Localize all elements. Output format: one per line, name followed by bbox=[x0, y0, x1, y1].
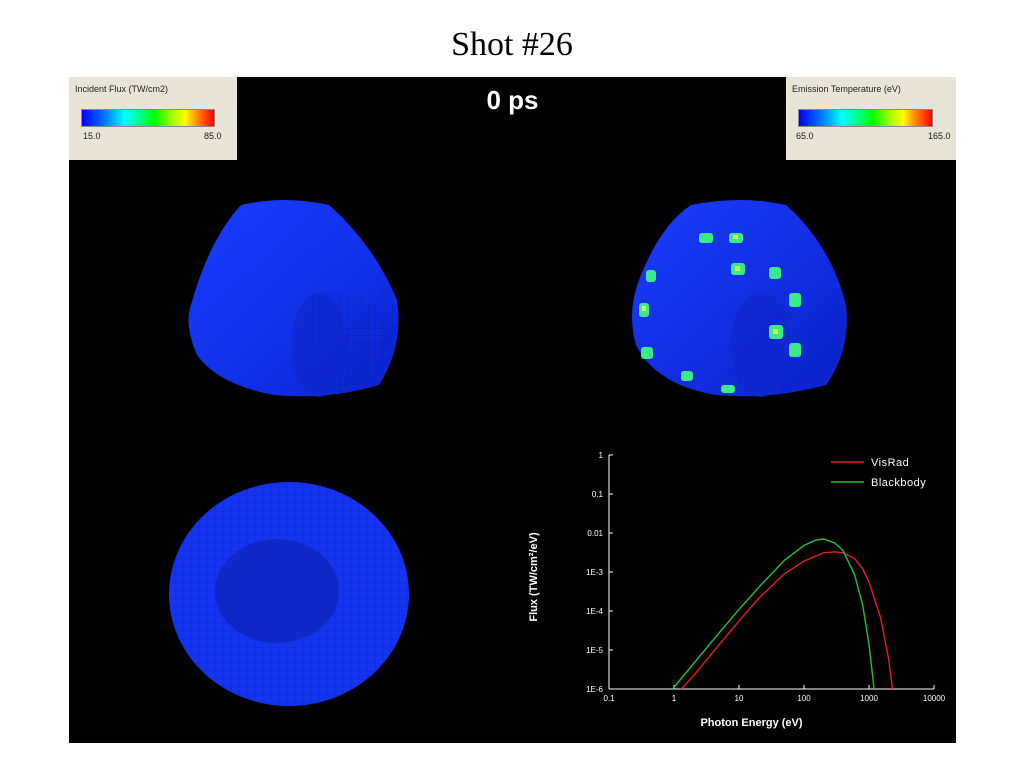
y-tick-label: 0.1 bbox=[592, 490, 604, 499]
y-tick-label: 1E-6 bbox=[586, 685, 603, 694]
x-tick-label: 10 bbox=[735, 694, 744, 703]
time-label: 0 ps bbox=[486, 85, 539, 115]
emission-temperature-legend-title: Emission Temperature (eV) bbox=[792, 84, 901, 94]
x-tick-label: 0.1 bbox=[603, 694, 615, 703]
incident-flux-min: 15.0 bbox=[83, 131, 101, 141]
x-tick-label: 10000 bbox=[923, 694, 946, 703]
y-tick-label: 1E-5 bbox=[586, 646, 603, 655]
spectrum-chart: 0.1 1 10 100 1000 10000 1E-6 1E-5 1E-4 1E-3 0.01 0.… bbox=[528, 451, 946, 729]
x-axis-label: Photon Energy (eV) bbox=[700, 717, 802, 729]
x-tick-label: 100 bbox=[797, 694, 811, 703]
x-tick-label: 1000 bbox=[860, 694, 878, 703]
emission-temperature-capsule-render bbox=[632, 200, 847, 397]
incident-flux-legend: Incident Flux (TW/cm2) 15.0 85.0 bbox=[69, 77, 237, 160]
capsule-end-view-render bbox=[169, 482, 409, 706]
emission-temperature-colorbar bbox=[798, 109, 933, 127]
slide-title: Shot #26 bbox=[451, 26, 573, 63]
series-line-blackbody bbox=[672, 538, 875, 690]
x-tick-label: 1 bbox=[672, 694, 677, 703]
incident-flux-capsule-render bbox=[188, 200, 399, 397]
emission-temperature-legend: Emission Temperature (eV) 65.0 165.0 bbox=[786, 77, 956, 160]
y-tick-label: 0.01 bbox=[587, 529, 603, 538]
legend-label-visrad: VisRad bbox=[871, 457, 909, 469]
y-tick-label: 1 bbox=[599, 451, 604, 460]
incident-flux-colorbar bbox=[81, 109, 215, 127]
y-axis-label: Flux (TW/cm²/eV) bbox=[528, 532, 540, 622]
y-tick-label: 1E-4 bbox=[586, 607, 603, 616]
y-tick-label: 1E-3 bbox=[586, 568, 603, 577]
incident-flux-max: 85.0 bbox=[204, 131, 222, 141]
simulation-panel: 0 ps Incident Flux (TW/cm2) 15.0 85.0 Em… bbox=[69, 77, 956, 743]
plot-area: 0.1 1 10 100 1000 10000 1E-6 1E-5 1E-4 1E-3 0.01 0.… bbox=[528, 451, 946, 729]
incident-flux-legend-title: Incident Flux (TW/cm2) bbox=[75, 84, 169, 94]
emission-temperature-max: 165.0 bbox=[928, 131, 951, 141]
series-line-visrad bbox=[680, 551, 894, 690]
emission-temperature-min: 65.0 bbox=[796, 131, 814, 141]
legend-label-blackbody: Blackbody bbox=[871, 477, 926, 489]
